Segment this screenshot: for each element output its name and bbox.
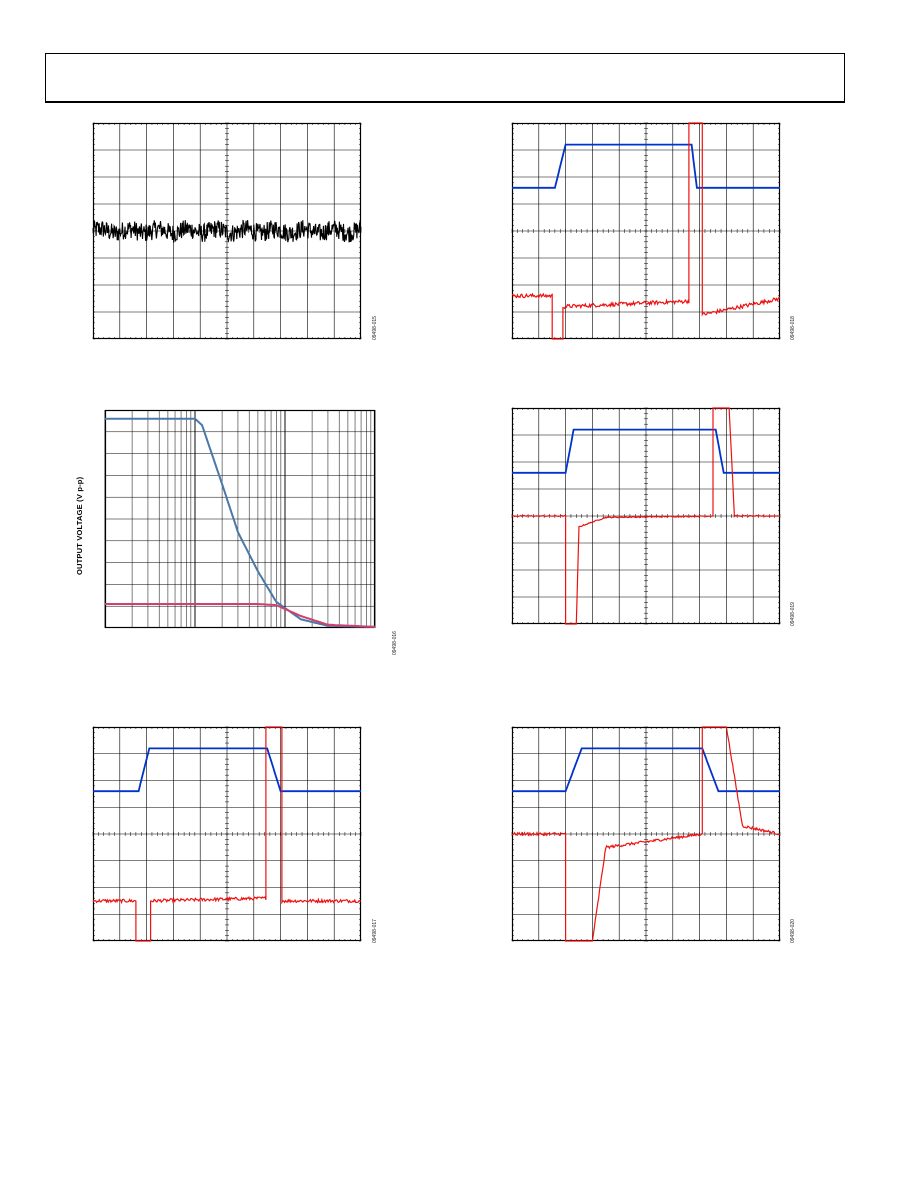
output-trace bbox=[92, 726, 362, 942]
noise-scope-plot bbox=[92, 122, 362, 340]
y-axis-label: OUTPUT VOLTAGE (V p-p) bbox=[75, 476, 84, 575]
input-trace bbox=[512, 428, 780, 474]
output-trace bbox=[511, 407, 781, 625]
noise-trace bbox=[92, 219, 362, 243]
output-trace bbox=[511, 726, 781, 942]
input-trace bbox=[512, 747, 780, 793]
figure-id: 09498-016 bbox=[392, 631, 398, 655]
figure-id: 09498-020 bbox=[790, 919, 796, 943]
figure-id: 09498-019 bbox=[790, 602, 796, 626]
frequency-response-curve bbox=[105, 603, 376, 628]
figure-id: 09498-017 bbox=[372, 919, 378, 943]
input-trace bbox=[93, 747, 361, 793]
input-trace bbox=[512, 143, 780, 189]
overload-recovery-plot-3 bbox=[511, 407, 781, 625]
overload-recovery-plot-1 bbox=[92, 726, 362, 942]
output-trace bbox=[511, 122, 781, 340]
page-header-box bbox=[45, 53, 845, 103]
output-voltage-vs-frequency-plot bbox=[104, 409, 376, 629]
overload-recovery-plot-2 bbox=[511, 122, 781, 340]
frequency-response-curve bbox=[105, 417, 375, 628]
figure-id: 09498-018 bbox=[790, 316, 796, 340]
overload-recovery-plot-4 bbox=[511, 726, 781, 942]
figure-id: 09498-015 bbox=[372, 316, 378, 340]
